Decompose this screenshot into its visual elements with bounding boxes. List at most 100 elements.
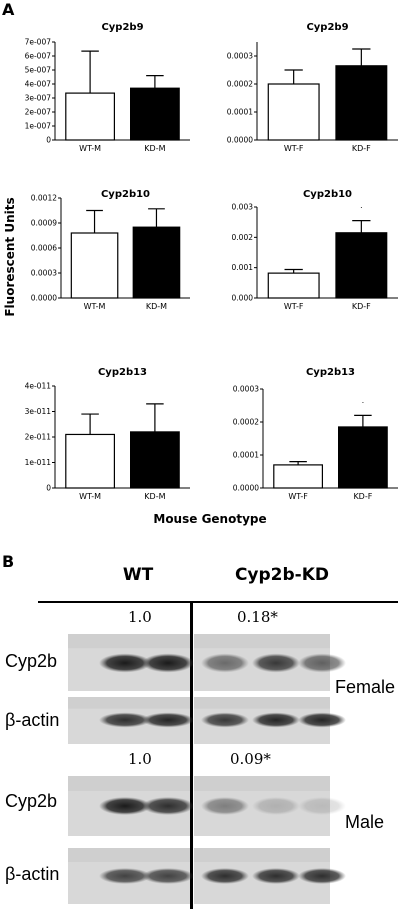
chart-4: Cyp2b10 0.000 0.001 0.002 0.003 WT-F KD-F · xyxy=(232,189,398,311)
y-tick-label: 0.001 xyxy=(232,263,254,272)
bar xyxy=(70,232,119,299)
blot-band xyxy=(252,868,300,884)
y-tick-label: 0.0009 xyxy=(31,219,57,228)
bar-charts: Cyp2b9 0 1e-007 2e-007 3e-007 4e-007 5e-007 6e-… xyxy=(25,22,398,501)
y-tick-label: 0.0002 xyxy=(227,80,253,89)
y-tick-label: 2e-007 xyxy=(25,108,52,117)
y-tick-label: 3e-011 xyxy=(25,407,52,416)
blot-band xyxy=(201,797,249,815)
chart-title: Cyp2b10 xyxy=(101,189,150,200)
significance-mark: · xyxy=(362,398,364,407)
blot-band xyxy=(99,712,151,728)
y-tick-label: 0.0000 xyxy=(233,484,259,493)
y-tick-label: 0.0001 xyxy=(227,108,253,117)
blot-strip-shade xyxy=(194,776,330,791)
bar xyxy=(130,431,180,489)
blot-band xyxy=(99,653,151,673)
blot-band xyxy=(201,868,249,884)
category-label: WT-F xyxy=(284,302,304,311)
bar xyxy=(267,83,320,141)
chart-title: Cyp2b13 xyxy=(306,367,355,378)
category-label: KD-M xyxy=(144,492,165,501)
y-tick-label: 0.0000 xyxy=(31,294,57,303)
category-label: KD-M xyxy=(146,302,167,311)
category-label: WT-F xyxy=(288,492,308,501)
y-tick-label: 0.002 xyxy=(232,233,254,242)
bar xyxy=(267,272,320,299)
blot-strip-shade xyxy=(68,848,190,862)
blot-band xyxy=(99,797,151,815)
y-tick-label: 5e-007 xyxy=(25,66,52,75)
chart-2: Cyp2b9 0.0000 0.0001 0.0002 0.0003 WT-F KD-F xyxy=(227,22,398,153)
category-label: WT-F xyxy=(284,144,304,153)
chart-3: Cyp2b10 0.0000 0.0003 0.0006 0.0009 0.0012 WT-… xyxy=(31,189,190,311)
y-tick-label: 0.0001 xyxy=(233,451,259,460)
significance-mark: · xyxy=(360,204,362,213)
y-tick-label: 1e-007 xyxy=(25,122,52,131)
blot-column-kd: Cyp2b-KD xyxy=(234,565,330,585)
blot-band xyxy=(201,653,249,673)
x-axis-label: Mouse Genotype xyxy=(153,512,267,526)
panel-b-label: B xyxy=(2,552,15,571)
blot-strip-shade xyxy=(194,634,330,649)
blot-band xyxy=(298,712,346,728)
blot-strip-shade xyxy=(194,697,330,709)
male-label: Male xyxy=(345,812,385,832)
panel-a-label: A xyxy=(2,0,15,19)
chart-6: Cyp2b13 0.0000 0.0001 0.0002 0.0003 WT-F KD-F · xyxy=(233,367,398,501)
male-ratio-kd: 0.09* xyxy=(230,750,271,768)
y-tick-label: 0 xyxy=(46,136,51,145)
y-tick-label: 4e-011 xyxy=(25,382,52,391)
male-ratio-wt: 1.0 xyxy=(128,750,152,768)
blot-band xyxy=(298,653,346,673)
blot-band xyxy=(142,868,194,884)
chart-title: Cyp2b9 xyxy=(101,22,143,33)
y-tick-label: 6e-007 xyxy=(25,52,52,61)
blot-band xyxy=(99,868,151,884)
chart-title: Cyp2b10 xyxy=(303,189,352,200)
category-label: WT-M xyxy=(84,302,106,311)
y-tick-label: 1e-011 xyxy=(25,458,52,467)
female-actin-label: β-actin xyxy=(5,710,60,730)
female-label: Female xyxy=(335,677,396,697)
blot-strip-shade xyxy=(194,848,330,862)
chart-title: Cyp2b9 xyxy=(306,22,348,33)
bar xyxy=(335,232,388,299)
y-tick-label: 0.0002 xyxy=(233,418,259,427)
blot-strip-shade xyxy=(68,776,190,791)
female-cyp2b-label: Cyp2b xyxy=(5,651,58,671)
blot-strip-shade xyxy=(68,634,190,649)
blot-group-divider xyxy=(190,601,193,909)
blot-band xyxy=(142,712,194,728)
y-tick-label: 0 xyxy=(46,484,51,493)
y-tick-label: 4e-007 xyxy=(25,80,52,89)
female-ratio-wt: 1.0 xyxy=(128,608,152,626)
category-label: KD-F xyxy=(352,144,371,153)
blot-band xyxy=(252,712,300,728)
y-tick-label: 0.0006 xyxy=(31,244,57,253)
category-label: KD-M xyxy=(144,144,165,153)
blot-column-wt: WT xyxy=(122,565,154,585)
y-tick-label: 3e-007 xyxy=(25,94,52,103)
category-label: KD-F xyxy=(353,492,372,501)
blot-strip-shade xyxy=(68,697,190,709)
male-actin-label: β-actin xyxy=(5,864,60,884)
blot-header-rule xyxy=(38,601,398,603)
chart-1: Cyp2b9 0 1e-007 2e-007 3e-007 4e-007 5e-007 6e-… xyxy=(25,22,190,153)
blot-band xyxy=(298,797,346,815)
blot-band xyxy=(142,797,194,815)
blot-band xyxy=(142,653,194,673)
male-cyp2b-label: Cyp2b xyxy=(5,791,58,811)
y-tick-label: 0.003 xyxy=(232,203,254,212)
bar xyxy=(338,426,388,489)
female-ratio-kd: 0.18* xyxy=(237,608,278,626)
chart-5: Cyp2b13 0 1e-011 2e-011 3e-011 4e-011 WT-M KD-M xyxy=(25,367,190,501)
blot-band xyxy=(298,868,346,884)
blot-band xyxy=(252,797,300,815)
y-tick-label: 2e-011 xyxy=(25,433,52,442)
bar xyxy=(335,65,388,141)
blot-band xyxy=(201,712,249,728)
bar xyxy=(65,433,116,489)
blot-band xyxy=(252,653,300,673)
